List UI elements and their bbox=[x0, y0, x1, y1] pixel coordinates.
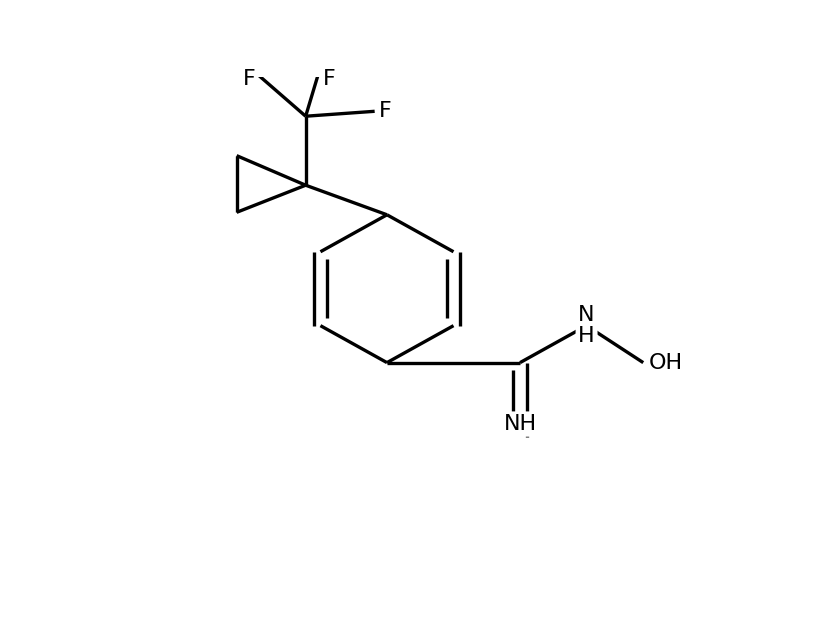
Text: F: F bbox=[243, 69, 255, 90]
Text: F: F bbox=[379, 101, 391, 122]
Text: N
H: N H bbox=[578, 305, 595, 346]
Text: OH: OH bbox=[649, 353, 683, 372]
Text: NH: NH bbox=[503, 414, 537, 434]
Text: F: F bbox=[323, 69, 335, 90]
